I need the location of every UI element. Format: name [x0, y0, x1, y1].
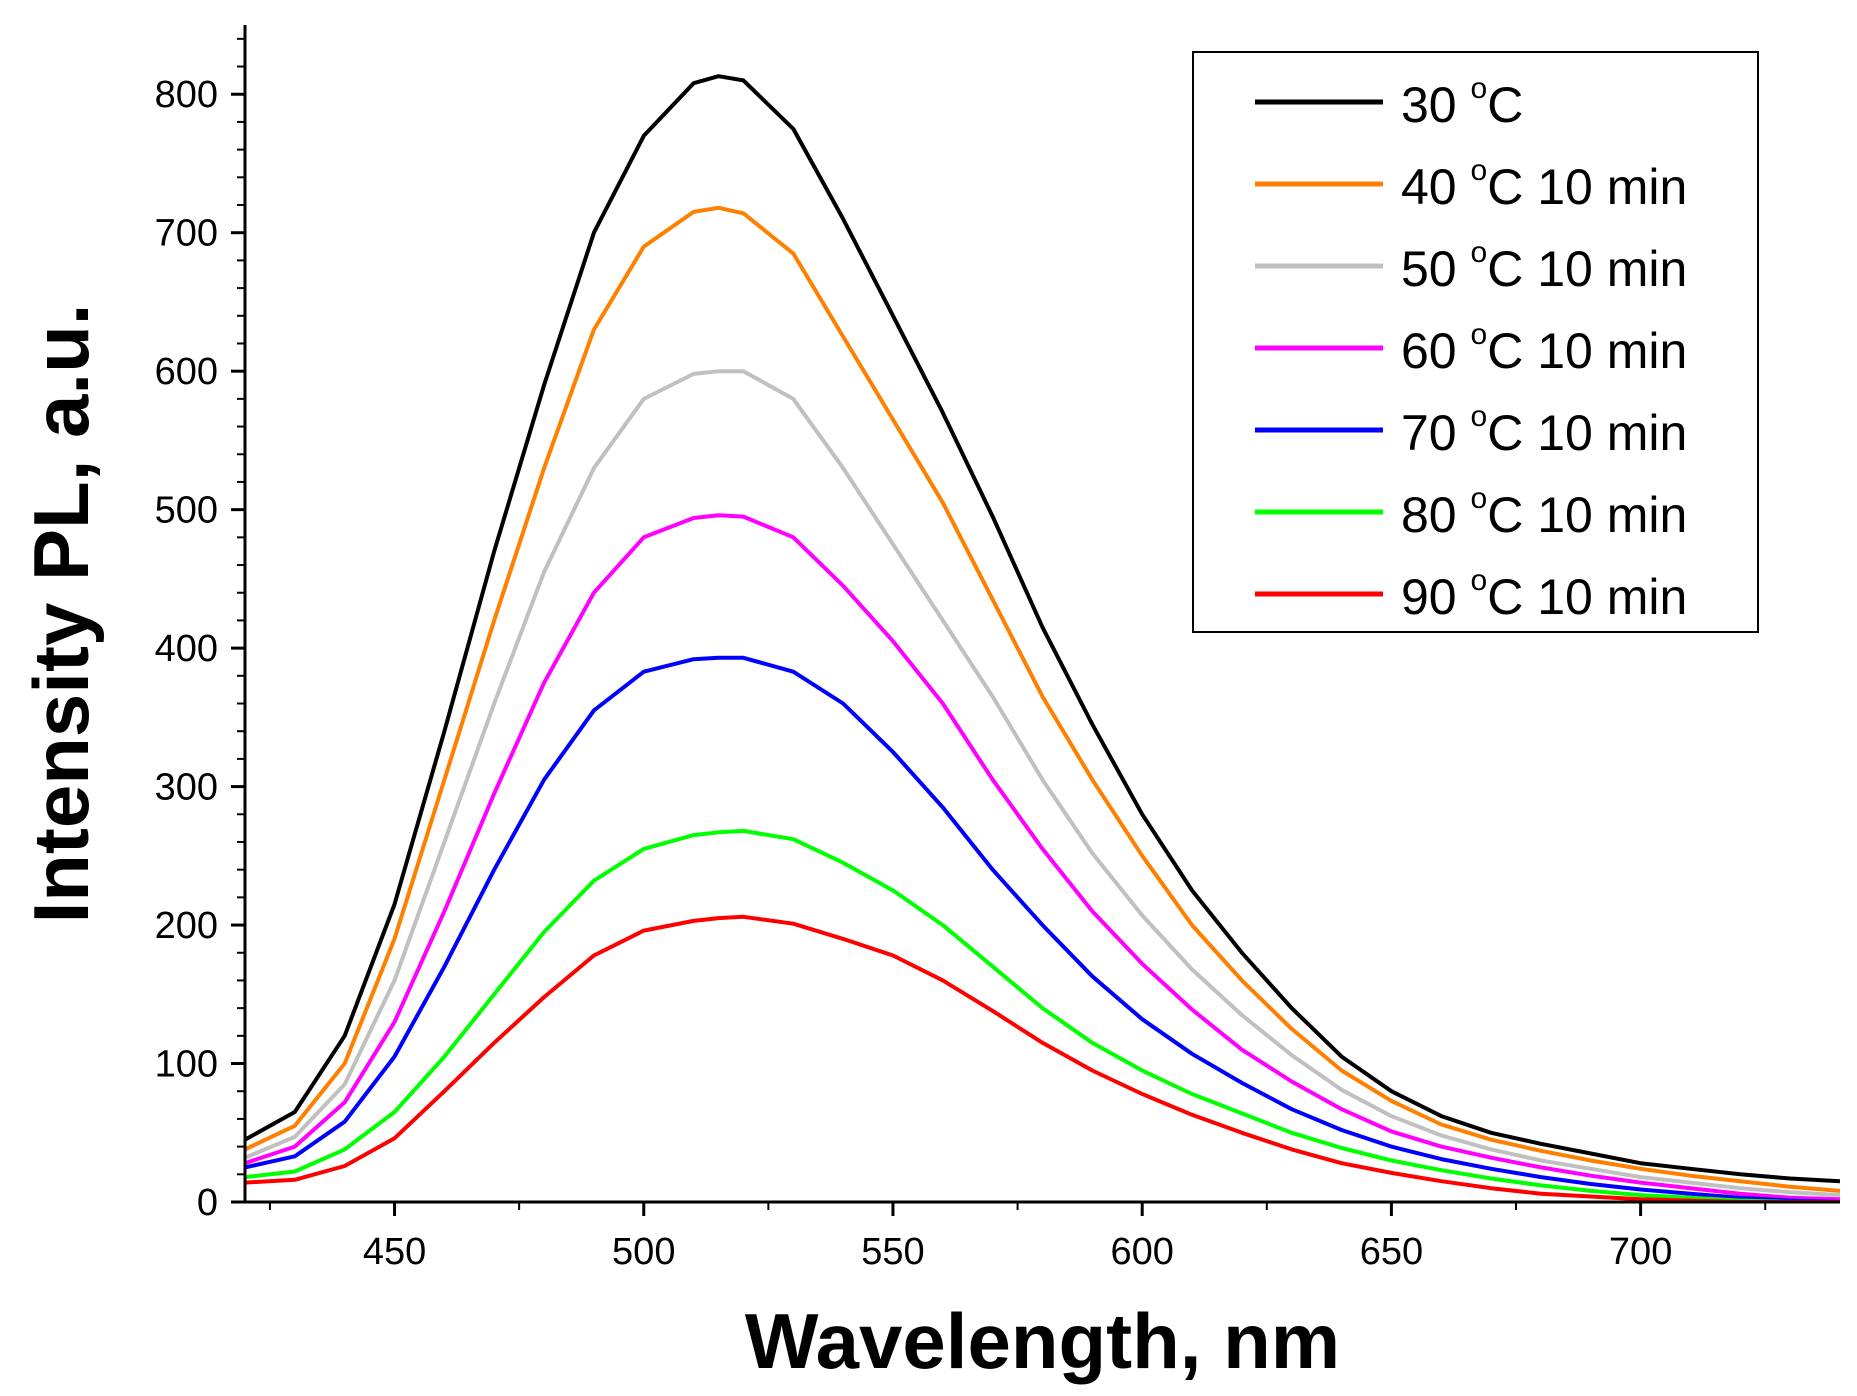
y-tick-label: 0 — [197, 1182, 218, 1224]
legend-degree-symbol: o — [1471, 318, 1488, 351]
legend-label-unit: C 10 min — [1487, 323, 1687, 379]
y-tick-label: 300 — [155, 767, 218, 809]
legend-label-number: 80 — [1401, 487, 1471, 543]
series-line-1 — [245, 74, 1840, 1184]
y-tick-label: 100 — [155, 1044, 218, 1086]
series-line-2 — [245, 205, 1840, 1193]
legend-label-3: 50 oC 10 min — [1401, 236, 1687, 297]
x-tick-label: 600 — [1110, 1231, 1173, 1273]
legend-label-7: 90 oC 10 min — [1401, 564, 1687, 625]
legend-degree-symbol: o — [1471, 236, 1488, 269]
legend-label-6: 80 oC 10 min — [1401, 482, 1687, 543]
legend-label-number: 40 — [1401, 159, 1471, 215]
legend-label-number: 70 — [1401, 405, 1471, 461]
legend-degree-symbol: o — [1471, 564, 1488, 597]
legend-label-unit: C 10 min — [1487, 159, 1687, 215]
legend-label-unit: C 10 min — [1487, 487, 1687, 543]
legend-degree-symbol: o — [1471, 154, 1488, 187]
x-tick-label: 500 — [612, 1231, 675, 1273]
y-tick-label: 600 — [155, 351, 218, 393]
legend-label-number: 50 — [1401, 241, 1471, 297]
y-tick-label: 400 — [155, 628, 218, 670]
legend-label-number: 30 — [1401, 77, 1471, 133]
y-tick-label: 800 — [155, 74, 218, 116]
axis-ticks: 450 500 550 600 650 700 0 100 200 300 400 500 600 700… — [155, 37, 1767, 1273]
x-axis-title: Wavelength, nm — [745, 1297, 1340, 1385]
y-tick-label: 700 — [155, 213, 218, 255]
legend-label-number: 90 — [1401, 569, 1471, 625]
legend-label-number: 60 — [1401, 323, 1471, 379]
series-line-4 — [245, 513, 1840, 1202]
legend-label-unit: C 10 min — [1487, 241, 1687, 297]
series-line-3 — [245, 369, 1840, 1198]
x-tick-label: 550 — [861, 1231, 924, 1273]
legend-degree-symbol: o — [1471, 400, 1488, 433]
series-line-5 — [245, 655, 1840, 1202]
legend-degree-symbol: o — [1471, 72, 1488, 105]
legend-label-5: 70 oC 10 min — [1401, 400, 1687, 461]
y-axis-title: Intensity PL, a.u. — [17, 304, 105, 924]
axes — [243, 25, 1840, 1204]
y-tick-label: 200 — [155, 905, 218, 947]
legend-label-1: 30 oC — [1401, 72, 1523, 133]
legend-label-2: 40 oC 10 min — [1401, 154, 1687, 215]
series-line-6 — [245, 828, 1840, 1202]
legend-label-unit: C 10 min — [1487, 569, 1687, 625]
legend-label-unit: C 10 min — [1487, 405, 1687, 461]
legend-label-unit: C — [1487, 77, 1523, 133]
legend-label-4: 60 oC 10 min — [1401, 318, 1687, 379]
x-tick-label: 650 — [1360, 1231, 1423, 1273]
x-tick-label: 450 — [363, 1231, 426, 1273]
x-tick-label: 700 — [1609, 1231, 1672, 1273]
y-tick-label: 500 — [155, 490, 218, 532]
legend-box — [1192, 51, 1759, 633]
series-line-7 — [245, 914, 1840, 1202]
series-lines — [245, 74, 1840, 1202]
legend-degree-symbol: o — [1471, 482, 1488, 515]
